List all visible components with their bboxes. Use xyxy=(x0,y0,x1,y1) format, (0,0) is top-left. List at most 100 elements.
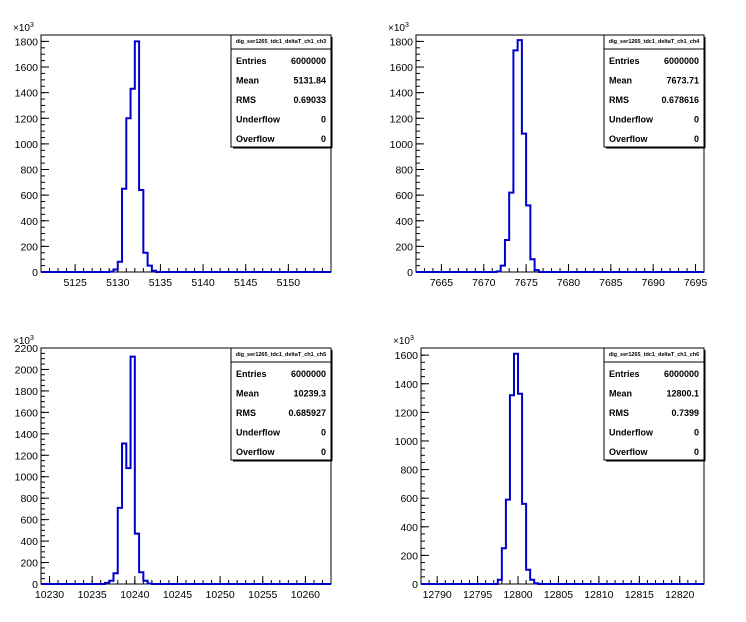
stats-box: dig_ser1265_tdc1_deltaT_ch1_ch6 Entries 60… xyxy=(603,347,706,462)
stats-title: dig_ser1265_tdc1_deltaT_ch1_ch3 xyxy=(236,39,327,45)
y-tick-label: 1000 xyxy=(390,139,414,151)
y-tick-label: 800 xyxy=(400,465,418,477)
y-tick-label: 600 xyxy=(20,515,38,527)
x-tick-label: 5130 xyxy=(106,277,130,289)
y-tick-label: 400 xyxy=(20,216,38,228)
stats-value: 6000000 xyxy=(664,369,699,379)
stats-label: Entries xyxy=(236,56,267,66)
y-tick-label: 1800 xyxy=(390,36,414,48)
stats-value: 0 xyxy=(321,115,326,125)
y-tick-label: 1600 xyxy=(395,350,419,362)
y-multiplier-label: ×103 xyxy=(393,335,414,347)
x-tick-label: 5140 xyxy=(191,277,215,289)
y-tick-label: 600 xyxy=(395,190,413,202)
x-tick-label: 10235 xyxy=(78,589,107,601)
stats-label: RMS xyxy=(236,95,256,105)
stats-value: 0 xyxy=(321,428,326,438)
stats-label: Underflow xyxy=(236,115,281,125)
stats-label: Overflow xyxy=(236,447,276,457)
stats-label: Overflow xyxy=(236,134,276,144)
stats-value: 0 xyxy=(694,447,699,457)
x-tick-label: 10255 xyxy=(248,589,277,601)
stats-title: dig_ser1265_tdc1_deltaT_ch1_ch5 xyxy=(236,352,327,358)
stats-value: 6000000 xyxy=(291,56,326,66)
y-tick-label: 400 xyxy=(20,536,38,548)
stats-label: Mean xyxy=(609,76,632,86)
histogram-panel-3: 0 200 400 600 800 1000 1200 1400 1600 1800 2000 220… xyxy=(13,335,333,601)
stats-value: 0 xyxy=(321,134,326,144)
y-multiplier-label: ×103 xyxy=(13,335,34,347)
stats-label: Entries xyxy=(236,369,267,379)
stats-value: 0.7399 xyxy=(671,408,699,418)
x-tick-label: 12805 xyxy=(544,589,573,601)
histogram-panel-4: 0 200 400 600 800 1000 1200 1400 1600 12790 12795 1… xyxy=(393,335,706,601)
y-tick-label: 1800 xyxy=(15,36,39,48)
y-tick-label: 1200 xyxy=(390,113,414,125)
stats-label: Mean xyxy=(236,389,259,399)
stats-label: Underflow xyxy=(236,428,281,438)
y-tick-label: 0 xyxy=(32,579,38,591)
stats-label: RMS xyxy=(609,95,629,105)
stats-value: 0.685927 xyxy=(288,408,326,418)
stats-value: 5131.84 xyxy=(293,76,326,86)
stats-value: 0.678616 xyxy=(661,95,699,105)
x-tick-label: 12790 xyxy=(423,589,452,601)
stats-label: RMS xyxy=(609,408,629,418)
y-tick-label: 1200 xyxy=(395,407,419,419)
stats-value: 0.69033 xyxy=(293,95,326,105)
stats-label: Overflow xyxy=(609,447,649,457)
y-tick-label: 1000 xyxy=(15,139,39,151)
y-tick-label: 2000 xyxy=(15,364,39,376)
x-tick-label: 7685 xyxy=(599,277,623,289)
stats-label: Entries xyxy=(609,369,640,379)
histogram-panel-2: 0 200 400 600 800 1000 1200 1400 1600 1800 7665 767… xyxy=(388,22,707,289)
x-tick-label: 7695 xyxy=(684,277,708,289)
y-tick-label: 1200 xyxy=(15,450,39,462)
stats-value: 6000000 xyxy=(664,56,699,66)
stats-label: Underflow xyxy=(609,428,654,438)
y-tick-label: 600 xyxy=(400,493,418,505)
x-tick-label: 12810 xyxy=(584,589,613,601)
y-multiplier-label: ×103 xyxy=(388,22,409,34)
x-tick-label: 7675 xyxy=(514,277,538,289)
x-tick-label: 7690 xyxy=(641,277,665,289)
x-tick-label: 7670 xyxy=(472,277,496,289)
y-tick-label: 200 xyxy=(395,241,413,253)
stats-box-frame xyxy=(230,34,332,148)
x-tick-label: 12800 xyxy=(503,589,532,601)
histogram-series xyxy=(41,40,331,273)
y-tick-label: 0 xyxy=(407,267,413,279)
x-tick-label: 7665 xyxy=(430,277,454,289)
y-tick-label: 200 xyxy=(400,550,418,562)
x-tick-label: 10230 xyxy=(35,589,64,601)
y-tick-label: 400 xyxy=(400,522,418,534)
y-tick-label: 800 xyxy=(20,493,38,505)
stats-value: 0 xyxy=(321,447,326,457)
histogram-panel-1: 0 200 400 600 800 1000 1200 1400 1600 1800 5125 513… xyxy=(13,22,333,289)
stats-value: 10239.3 xyxy=(293,389,326,399)
y-tick-label: 0 xyxy=(412,579,418,591)
y-tick-label: 1600 xyxy=(390,62,414,74)
y-tick-label: 400 xyxy=(395,216,413,228)
stats-label: Overflow xyxy=(609,134,649,144)
x-tick-label: 5125 xyxy=(63,277,87,289)
stats-label: Underflow xyxy=(609,115,654,125)
y-tick-label: 1600 xyxy=(15,407,39,419)
y-tick-label: 0 xyxy=(32,267,38,279)
stats-box-frame xyxy=(603,347,705,461)
y-tick-label: 1200 xyxy=(15,113,39,125)
x-tick-label: 5150 xyxy=(277,277,301,289)
stats-value: 0 xyxy=(694,115,699,125)
histogram-series xyxy=(41,355,331,585)
stats-box-frame xyxy=(603,34,705,148)
stats-label: Entries xyxy=(609,56,640,66)
stats-title: dig_ser1265_tdc1_deltaT_ch1_ch4 xyxy=(609,39,700,45)
y-tick-label: 200 xyxy=(20,241,38,253)
y-tick-label: 1600 xyxy=(15,62,39,74)
y-tick-label: 600 xyxy=(20,190,38,202)
y-tick-label: 1400 xyxy=(15,88,39,100)
y-tick-label: 1400 xyxy=(390,88,414,100)
x-tick-label: 12820 xyxy=(665,589,694,601)
y-tick-label: 1800 xyxy=(15,386,39,398)
